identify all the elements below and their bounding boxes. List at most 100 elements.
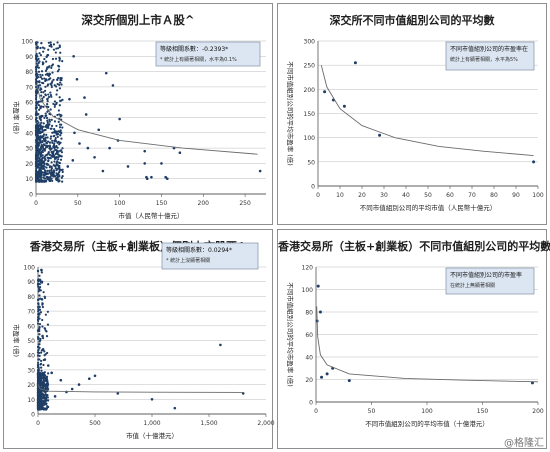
data-point	[39, 118, 42, 122]
data-point	[43, 157, 47, 160]
data-point	[49, 108, 52, 111]
data-point	[43, 140, 46, 143]
data-point	[35, 157, 38, 161]
data-point	[37, 407, 40, 410]
data-point	[323, 90, 327, 94]
data-point	[59, 378, 63, 382]
data-point	[35, 55, 38, 58]
data-point	[43, 350, 46, 353]
data-point	[37, 303, 40, 306]
y-tick-label: 300	[304, 39, 316, 46]
data-point	[43, 371, 46, 374]
data-point	[35, 172, 38, 175]
data-point	[66, 165, 70, 168]
x-tick-label: 60	[446, 192, 454, 199]
data-point	[47, 151, 50, 154]
data-point	[61, 147, 64, 150]
y-tick-label: 40	[305, 355, 313, 362]
data-point	[37, 285, 40, 288]
data-point	[41, 74, 44, 77]
y-tick-label: 90	[25, 54, 33, 61]
data-point	[44, 398, 47, 401]
data-point	[42, 91, 45, 94]
data-point	[57, 65, 61, 68]
x-tick-label: 50	[74, 200, 82, 207]
data-point	[45, 407, 48, 410]
data-point	[38, 108, 41, 111]
y-tick-label: 150	[304, 111, 316, 118]
data-point	[353, 61, 357, 65]
data-point	[34, 155, 38, 158]
data-point	[55, 169, 58, 172]
data-point	[70, 387, 74, 391]
data-point	[40, 145, 43, 148]
data-point	[48, 77, 51, 81]
x-tick-label: 100	[421, 408, 433, 415]
x-tick-label: 20	[358, 192, 366, 199]
data-point	[49, 135, 53, 138]
data-point	[37, 137, 40, 140]
data-point	[39, 389, 42, 392]
y-tick-label: 80	[25, 69, 33, 76]
data-point	[49, 175, 52, 178]
data-point	[58, 179, 61, 182]
data-point	[55, 161, 58, 164]
data-point	[118, 117, 121, 121]
data-point	[40, 159, 44, 162]
data-point	[39, 54, 43, 57]
data-point	[55, 144, 58, 148]
data-point	[39, 311, 43, 314]
data-point	[38, 174, 41, 177]
x-tick-label: 200	[532, 408, 544, 415]
data-point	[56, 163, 59, 166]
data-point	[43, 116, 46, 120]
data-point	[48, 145, 51, 148]
data-point	[83, 96, 86, 99]
legend-note: 在統計上無顯著相關	[450, 282, 495, 289]
y-tick-label: 250	[304, 63, 316, 70]
data-point	[40, 268, 43, 272]
y-tick-label: 120	[302, 265, 314, 272]
data-point	[164, 175, 167, 179]
data-point	[42, 291, 45, 294]
data-point	[145, 177, 149, 180]
y-tick-label: 70	[25, 84, 33, 91]
data-point	[44, 172, 47, 175]
data-point	[52, 175, 55, 178]
data-point	[42, 50, 45, 53]
x-tick-label: 50	[424, 192, 432, 199]
legend-text: 等級相關系數：0.0294*	[166, 246, 232, 254]
data-point	[60, 123, 63, 126]
data-point	[51, 57, 55, 61]
chart-svg: 0 20 40 60 80 100 120 0 50 100 150 200 不同市值組別公司的平均市值…	[286, 265, 544, 429]
data-point	[46, 351, 49, 355]
data-point	[50, 95, 53, 98]
data-point	[60, 149, 63, 152]
data-point	[42, 176, 45, 179]
x-axis-label: 不同市值組別公司的平均市值（十億港元）	[365, 419, 489, 428]
data-point	[36, 354, 40, 357]
data-point	[38, 378, 42, 381]
data-point	[173, 406, 177, 410]
data-point	[48, 112, 51, 115]
y-tick-label: 60	[25, 100, 33, 107]
data-point	[58, 169, 61, 173]
y-tick-label: 100	[304, 135, 316, 142]
data-point	[49, 137, 52, 140]
data-point	[61, 126, 64, 129]
data-point	[44, 112, 47, 115]
data-point	[43, 160, 46, 163]
trendline	[316, 306, 539, 383]
data-point	[34, 106, 38, 109]
data-point	[320, 375, 324, 379]
x-tick-label: 100	[532, 192, 544, 199]
data-point	[48, 156, 51, 160]
data-point	[37, 166, 40, 169]
data-point	[41, 336, 45, 340]
data-point	[37, 61, 40, 65]
data-point	[160, 162, 163, 165]
data-point	[59, 78, 62, 82]
data-point	[47, 41, 50, 44]
data-point	[68, 97, 71, 101]
data-point	[126, 165, 130, 168]
